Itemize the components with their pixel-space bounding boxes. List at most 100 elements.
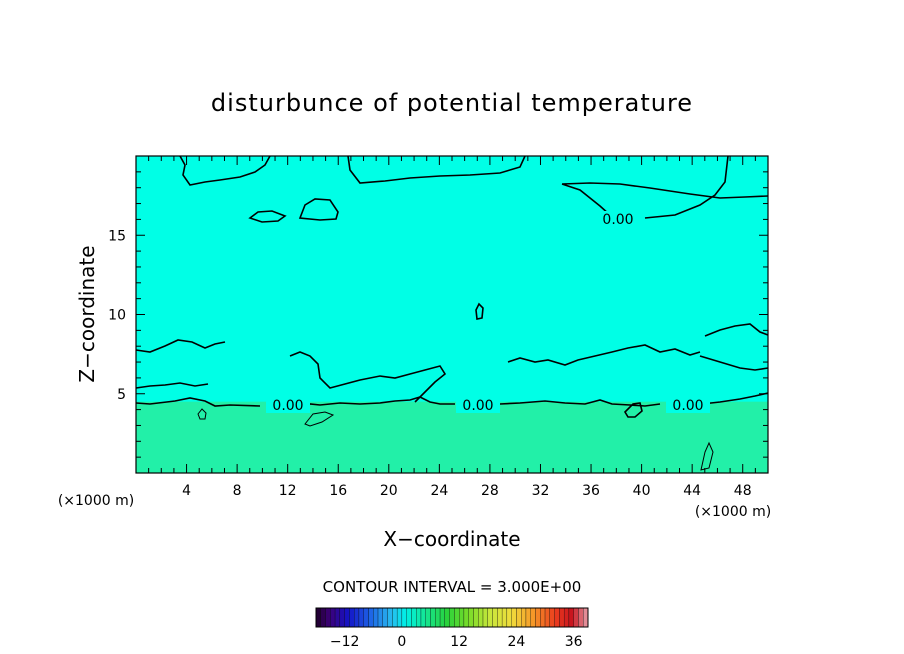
colorbar-cell [468,607,474,628]
colorbar-cell [563,607,570,628]
plot-area: 0.00 0.000.000.00 4 8 12 16 20 24 28 32 36 40 44 48 … [108,155,769,499]
colorbar-cell [439,607,445,628]
colorbar-frame [315,607,589,628]
contour-island-5 [304,411,335,427]
chart-title: disturbunce of potential temperature [211,89,693,117]
colorbar-cell [368,607,374,628]
x-tick-label: 36 [582,483,600,499]
colorbar-cell [401,607,407,628]
colorbar-cell [544,607,550,628]
contour-island-4 [623,402,643,418]
colorbar-cell [549,607,555,628]
colorbar-cell [363,607,369,628]
y-axis-ticks: 5 10 15 [108,171,768,458]
y-axis-title: Z−coordinate [75,245,99,382]
colorbar-cell [521,607,527,628]
contour-label-bg [266,397,310,413]
colorbar-cell [339,607,345,628]
colorbar-cell [511,607,517,628]
x-tick-label: 8 [233,483,242,499]
zero-contours [135,155,769,471]
contour-label: 0.00 [672,398,703,414]
colorbar-cell [530,607,536,628]
colorbar-cell [315,607,321,628]
colorbar-tick-label: 36 [565,634,583,650]
colorbar-cell [334,607,341,628]
contour-island-3 [475,302,484,320]
colorbar-cell [382,607,388,628]
colorbar-cell [578,607,584,628]
x-tick-label: 24 [430,483,448,499]
colorbar-cell [411,607,417,628]
contour-label-bg [456,397,500,413]
contour-island-6 [197,408,207,420]
colorbar-cell [444,607,450,628]
colorbar-cell [463,607,469,628]
colorbar-cell [506,607,512,628]
y-tick-label: 15 [108,228,126,244]
x-tick-label: 28 [481,483,499,499]
colorbar-cell [325,607,331,628]
contour-line-top-middle [347,155,526,184]
colorbar-cell [487,607,493,628]
colorbar-tick-label: 0 [397,634,406,650]
colorbar-cell [349,607,355,628]
contour-label: 0.00 [602,212,633,228]
colorbar-cell [516,607,522,628]
colorbar-cell [473,607,479,628]
colorbar-cell [344,607,350,628]
colorbar-cell [449,607,455,628]
colorbar-cell [454,607,460,628]
colorbar-cell [392,607,398,628]
colorbar-cell [377,607,383,628]
x-tick-label: 44 [683,483,701,499]
colorbar-cell [430,607,436,628]
colorbar-cell [482,607,488,628]
contour-interval-text: CONTOUR INTERVAL = 3.000E+00 [323,578,582,596]
colorbar-cell [535,607,541,628]
colorbar-cell [396,607,403,628]
colorbar-cell [406,607,412,628]
contour-island-1 [248,210,287,223]
x-tick-label: 32 [532,483,550,499]
colorbar-cell [330,607,336,628]
colorbar-cell [416,607,422,628]
contour-line-top-right [561,155,769,219]
colorbar-cell [492,607,498,628]
colorbar-cell [583,607,589,628]
x-tick-label: 48 [734,483,752,499]
colorbar-cell [459,607,465,628]
upper-layer-field [136,156,768,406]
contour-line-interface-wavy [135,323,769,403]
contour-label-bg [596,211,640,227]
colorbar-cell [320,607,326,628]
colorbar-cell [420,607,426,628]
y-unit-label: (×1000 m) [58,493,134,509]
contour-labels: 0.00 0.00 0.00 0.00 [266,211,710,414]
colorbar-cell [559,607,565,628]
x-tick-label: 40 [633,483,651,499]
colorbar-tick-label: 12 [450,634,468,650]
y-tick-label: 10 [108,308,126,324]
colorbar-cell [525,607,531,628]
colorbar-cell [540,607,546,628]
lower-layer-field [136,401,768,473]
colorbar-cell [373,607,379,628]
colorbar-cell [387,607,393,628]
colorbar-tick-label: −12 [330,634,360,650]
colorbar-cell [568,607,574,628]
colorbar-cell [435,607,441,628]
colorbar-cell [478,607,484,628]
contour-label-bg [666,397,710,413]
contour-label: 0.00 [272,398,303,414]
colorbar-ticks: −12 0 12 24 36 [330,634,583,650]
contour-line-top-left [179,155,271,186]
colorbar-cell [354,607,360,628]
x-tick-label: 20 [380,483,398,499]
colorbar-cell [501,607,508,628]
x-tick-label: 16 [329,483,347,499]
x-axis-title: X−coordinate [383,527,520,551]
y-tick-label: 5 [117,387,126,403]
x-tick-label: 12 [279,483,297,499]
